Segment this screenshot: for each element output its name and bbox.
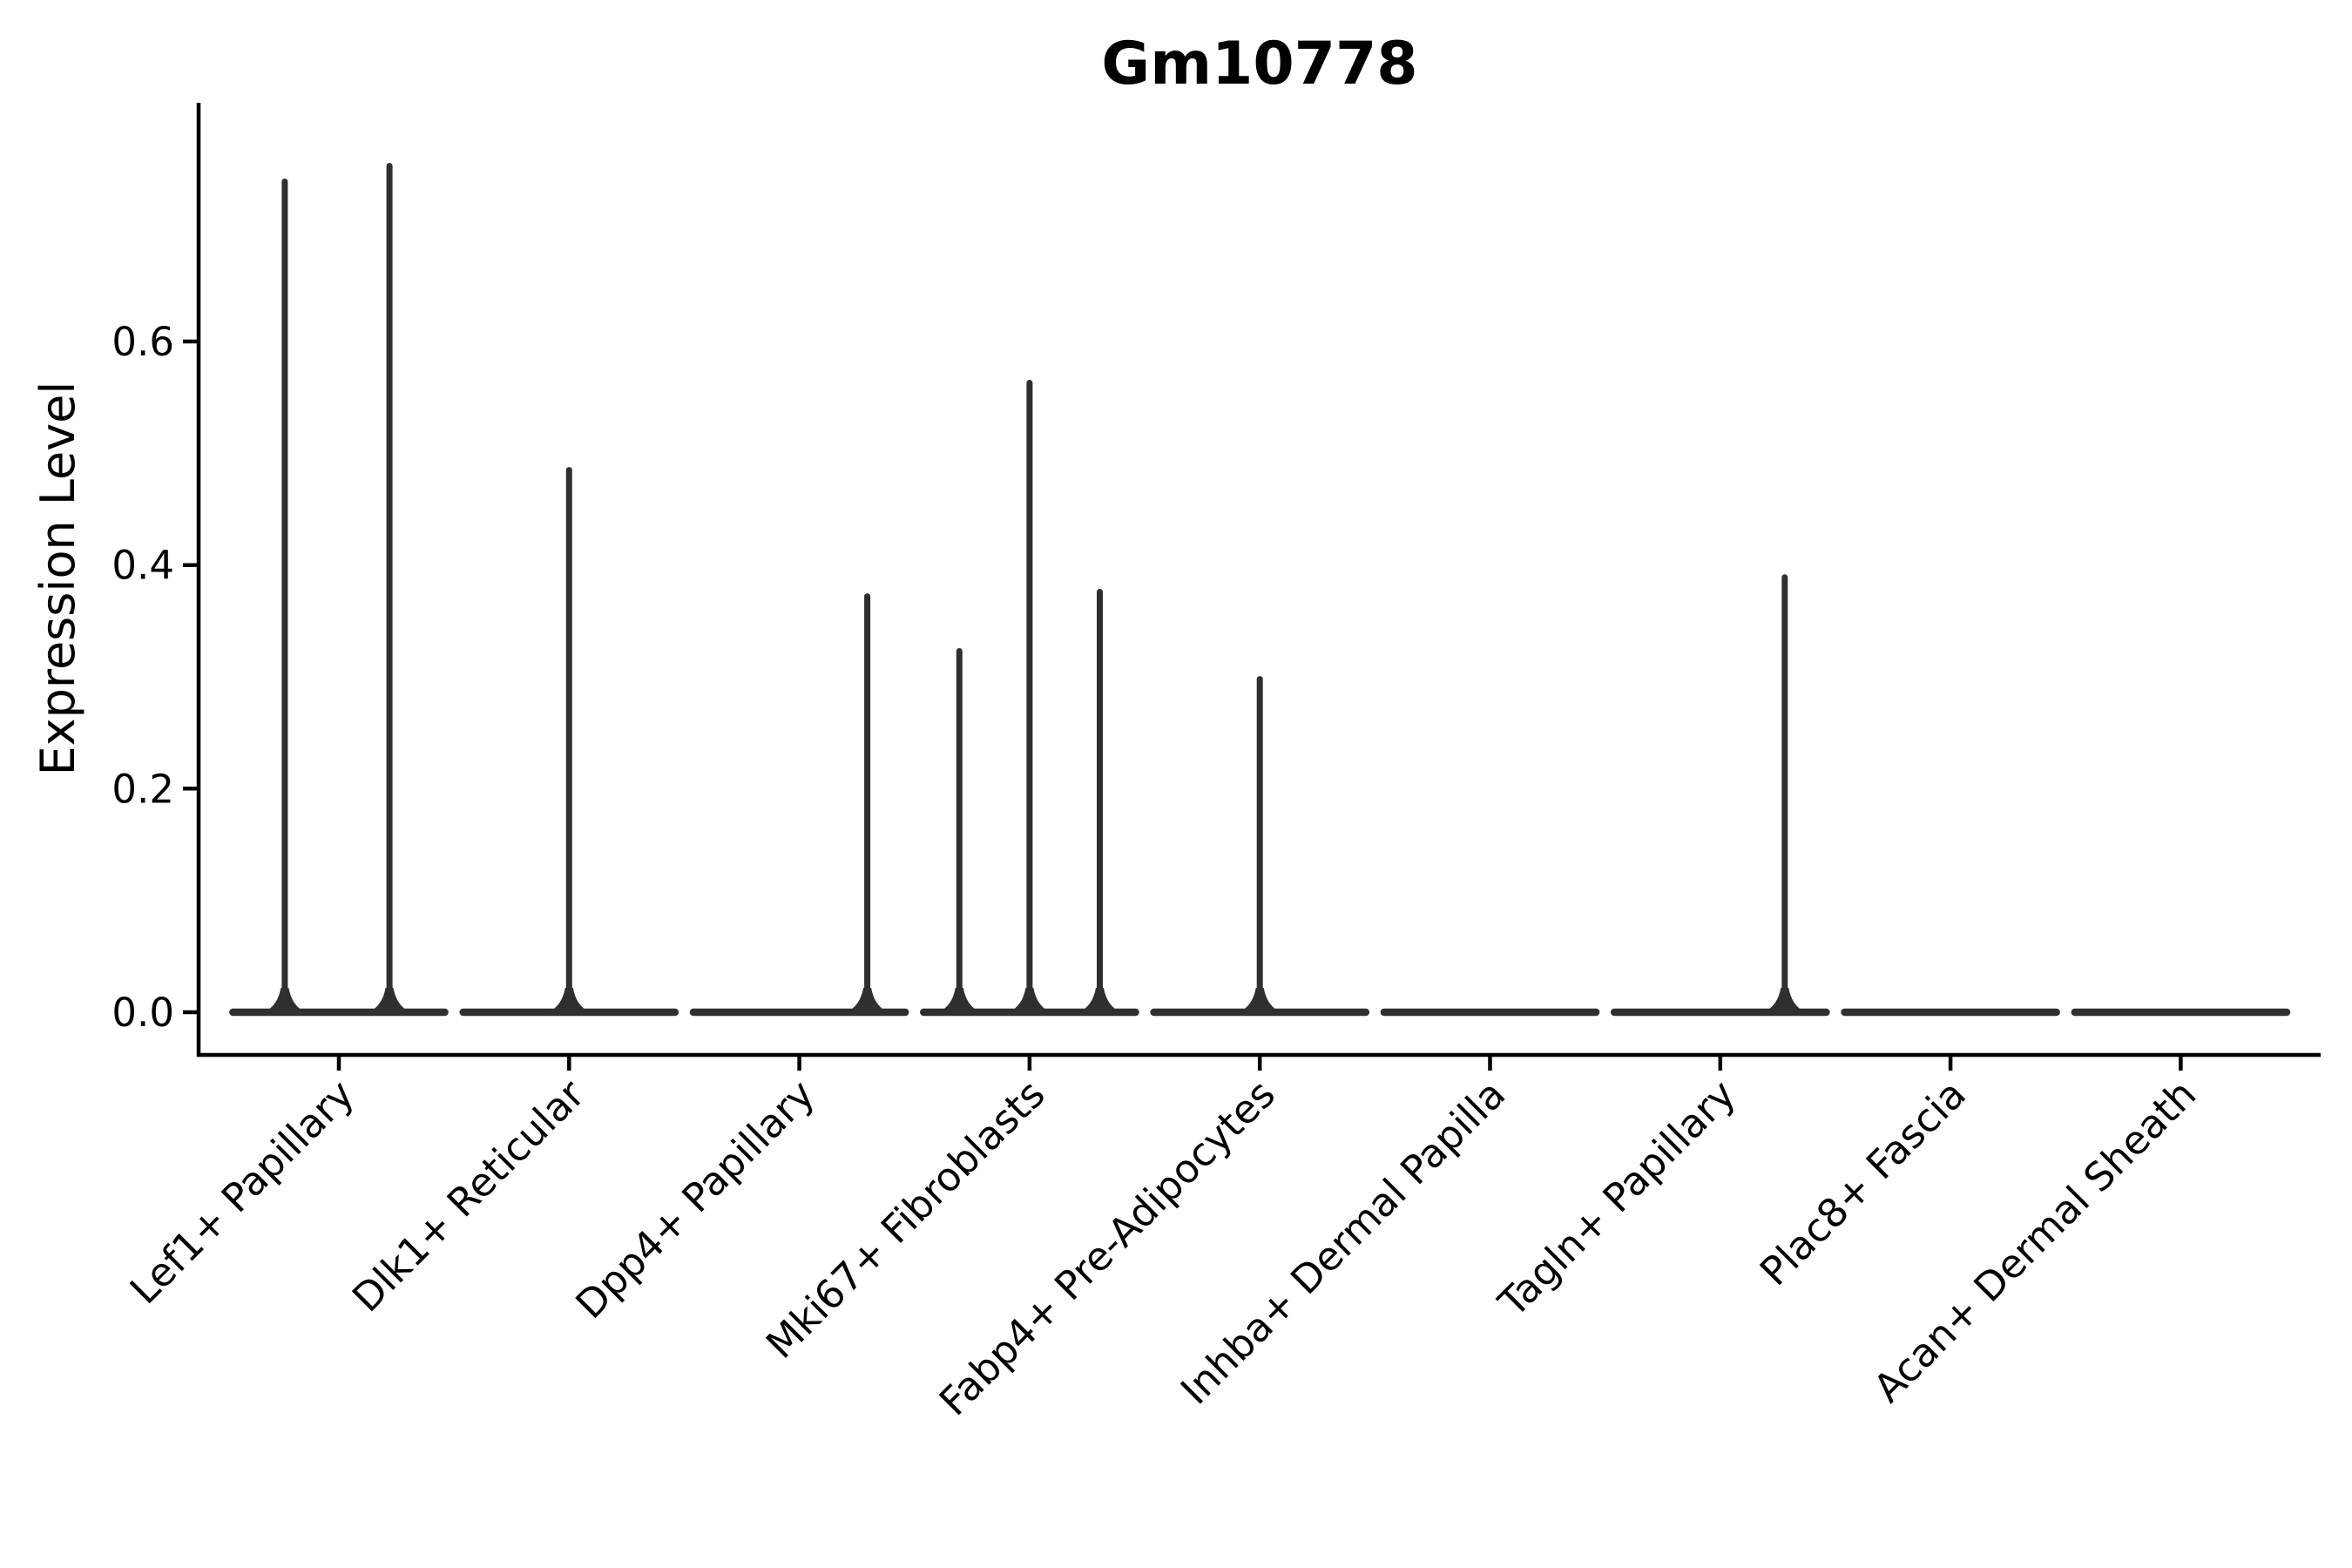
- violins-layer: [229, 163, 2291, 1017]
- y-axis-label: Expression Level: [30, 382, 85, 776]
- axis-spines: [196, 103, 2321, 1058]
- chart-title: Gm10778: [1101, 30, 1417, 98]
- x-tick-label: Tagln+ Papillary: [1489, 1071, 1744, 1326]
- y-tick-label: 0.6: [112, 319, 174, 365]
- x-tick-label: Plac8+ Fascia: [1751, 1071, 1975, 1294]
- x-tick-label: Lef1+ Papillary: [121, 1071, 363, 1313]
- x-tick-label: Dpp4+ Papillary: [567, 1071, 824, 1328]
- violin-0: [229, 163, 449, 1017]
- y-tick-label: 0.2: [112, 766, 174, 812]
- x-tick-label: Dlk1+ Reticular: [343, 1071, 593, 1321]
- violin-3: [920, 380, 1139, 1017]
- y-tick-label: 0.4: [112, 543, 174, 589]
- violin-2: [689, 593, 909, 1017]
- violin-1: [459, 467, 679, 1017]
- axes-layer: [183, 103, 2321, 1071]
- violin-4: [1150, 676, 1370, 1017]
- violin-6: [1610, 574, 1830, 1017]
- y-tick-label: 0.0: [112, 990, 174, 1036]
